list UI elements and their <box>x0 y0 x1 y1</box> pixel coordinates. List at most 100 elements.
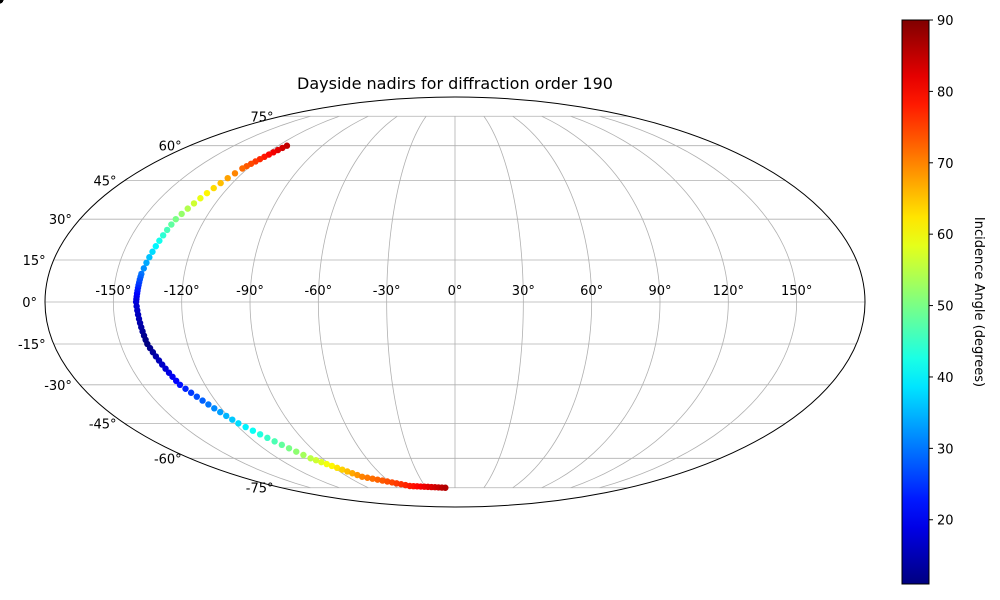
data-point <box>229 416 236 423</box>
colorbar-tick-label: 60 <box>937 228 954 243</box>
data-point <box>140 265 147 272</box>
colorbar-gradient <box>901 19 930 585</box>
data-point <box>203 189 211 197</box>
data-point <box>333 464 341 472</box>
data-point <box>369 475 376 482</box>
data-point <box>349 470 356 477</box>
data-point <box>300 451 307 459</box>
lat-tick-label: -30° <box>44 379 72 394</box>
lon-tick-label: -120° <box>164 284 200 299</box>
data-point <box>199 397 206 404</box>
data-point <box>256 431 264 438</box>
colorbar-tick-label: 80 <box>937 85 954 100</box>
data-point <box>293 448 300 455</box>
lat-tick-label: 45° <box>94 175 117 190</box>
lon-tick-label: 60° <box>580 284 603 299</box>
data-point <box>143 259 150 267</box>
data-point <box>146 254 153 261</box>
lon-tick-label: -90° <box>236 284 264 299</box>
data-point <box>358 473 366 480</box>
data-point <box>217 179 224 187</box>
meridian-line <box>112 115 311 489</box>
colorbar-tick-label: 20 <box>937 514 954 529</box>
data-point <box>328 462 336 470</box>
data-points <box>0 0 449 491</box>
chart-title: Dayside nadirs for diffraction order 190 <box>297 74 613 93</box>
data-point <box>223 412 230 420</box>
colorbar-ticks: 20 30 40 50 60 70 80 90 <box>929 14 954 529</box>
data-point <box>163 226 171 234</box>
lat-tick-label: 75° <box>250 110 273 125</box>
lon-tick-label: -30° <box>373 284 401 299</box>
data-point <box>354 471 361 479</box>
data-point <box>323 460 330 468</box>
data-point <box>264 434 271 442</box>
lat-tick-label: -15° <box>18 338 46 353</box>
lon-tick-label: 150° <box>781 284 812 299</box>
lat-tick-label: -75° <box>246 482 274 497</box>
data-point <box>239 165 246 172</box>
data-point <box>307 455 314 462</box>
lat-tick-label: -45° <box>89 417 117 432</box>
lon-tick-label: 120° <box>713 284 744 299</box>
latitude-tick-labels: 75° 60° 45° 30° 15° 0° -15° -30° -45° -60° -75° <box>18 110 274 496</box>
data-point <box>339 466 346 473</box>
data-point <box>178 210 185 218</box>
meridian-line <box>570 115 729 489</box>
colorbar-tick-label: 30 <box>937 442 954 457</box>
lon-tick-label: 90° <box>648 284 671 299</box>
data-point <box>182 385 189 392</box>
data-point <box>190 200 198 207</box>
data-point <box>374 476 381 483</box>
data-point <box>379 477 386 484</box>
colorbar-tick-label: 40 <box>937 371 954 386</box>
data-point <box>205 401 212 408</box>
data-point <box>318 458 325 466</box>
colorbar-tick-label: 70 <box>937 157 954 172</box>
map-boundary <box>44 96 866 508</box>
lon-tick-label: 30° <box>512 284 535 299</box>
meridian-line <box>317 115 398 489</box>
data-point <box>152 243 160 250</box>
data-point <box>172 215 179 223</box>
meridian-line <box>386 116 427 488</box>
data-point <box>224 174 231 182</box>
data-point <box>242 423 249 431</box>
meridian-line <box>541 115 661 489</box>
lat-tick-label: -60° <box>154 452 182 467</box>
lat-tick-label: 30° <box>49 213 72 228</box>
data-point <box>210 184 217 192</box>
data-point <box>184 205 191 212</box>
data-point <box>312 457 320 464</box>
data-point <box>156 237 163 244</box>
data-point <box>159 232 167 239</box>
data-point <box>168 221 175 228</box>
meridian-line <box>249 115 369 489</box>
data-point <box>187 389 195 396</box>
data-point <box>197 195 204 202</box>
data-point <box>149 248 156 255</box>
data-point <box>176 381 184 389</box>
data-point <box>249 427 257 434</box>
data-point <box>211 405 218 412</box>
meridian-line <box>512 115 593 489</box>
lon-tick-label: -60° <box>304 284 332 299</box>
data-point <box>231 170 239 177</box>
graticule-grid <box>45 115 865 489</box>
lat-tick-label: 0° <box>22 296 37 311</box>
data-point <box>344 468 351 475</box>
data-point <box>217 408 224 416</box>
data-point <box>364 474 371 481</box>
data-point <box>235 420 242 427</box>
lon-tick-label: 0° <box>448 284 463 299</box>
lon-tick-label: -150° <box>95 284 131 299</box>
data-point <box>442 484 449 491</box>
meridian-line <box>599 115 798 489</box>
data-point <box>172 377 180 385</box>
lat-tick-label: 60° <box>159 140 182 155</box>
colorbar-label: Incidence Angle (degrees) <box>971 217 986 387</box>
meridian-line <box>483 116 524 488</box>
data-point <box>0 0 4 4</box>
data-point <box>285 445 293 452</box>
